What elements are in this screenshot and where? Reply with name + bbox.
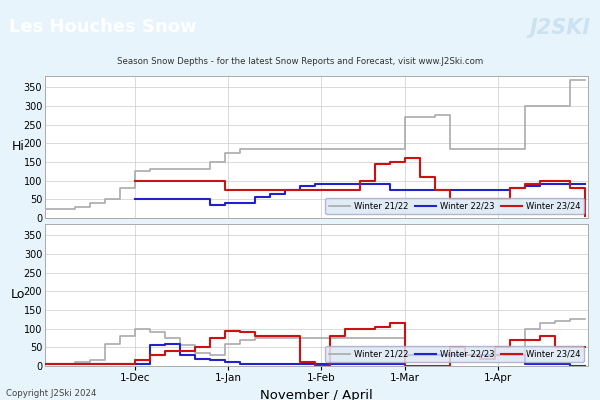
Y-axis label: Lo: Lo: [11, 288, 25, 302]
Text: Les Houches Snow: Les Houches Snow: [9, 18, 197, 36]
Text: J2SKI: J2SKI: [530, 18, 591, 38]
Text: Season Snow Depths - for the latest Snow Reports and Forecast, visit www.J2Ski.c: Season Snow Depths - for the latest Snow…: [117, 58, 483, 66]
Text: Copyright J2Ski 2024: Copyright J2Ski 2024: [6, 389, 97, 398]
X-axis label: November / April: November / April: [260, 388, 373, 400]
Legend: Winter 21/22, Winter 22/23, Winter 23/24: Winter 21/22, Winter 22/23, Winter 23/24: [325, 198, 584, 214]
Y-axis label: Hi: Hi: [11, 140, 25, 154]
Legend: Winter 21/22, Winter 22/23, Winter 23/24: Winter 21/22, Winter 22/23, Winter 23/24: [325, 346, 584, 362]
